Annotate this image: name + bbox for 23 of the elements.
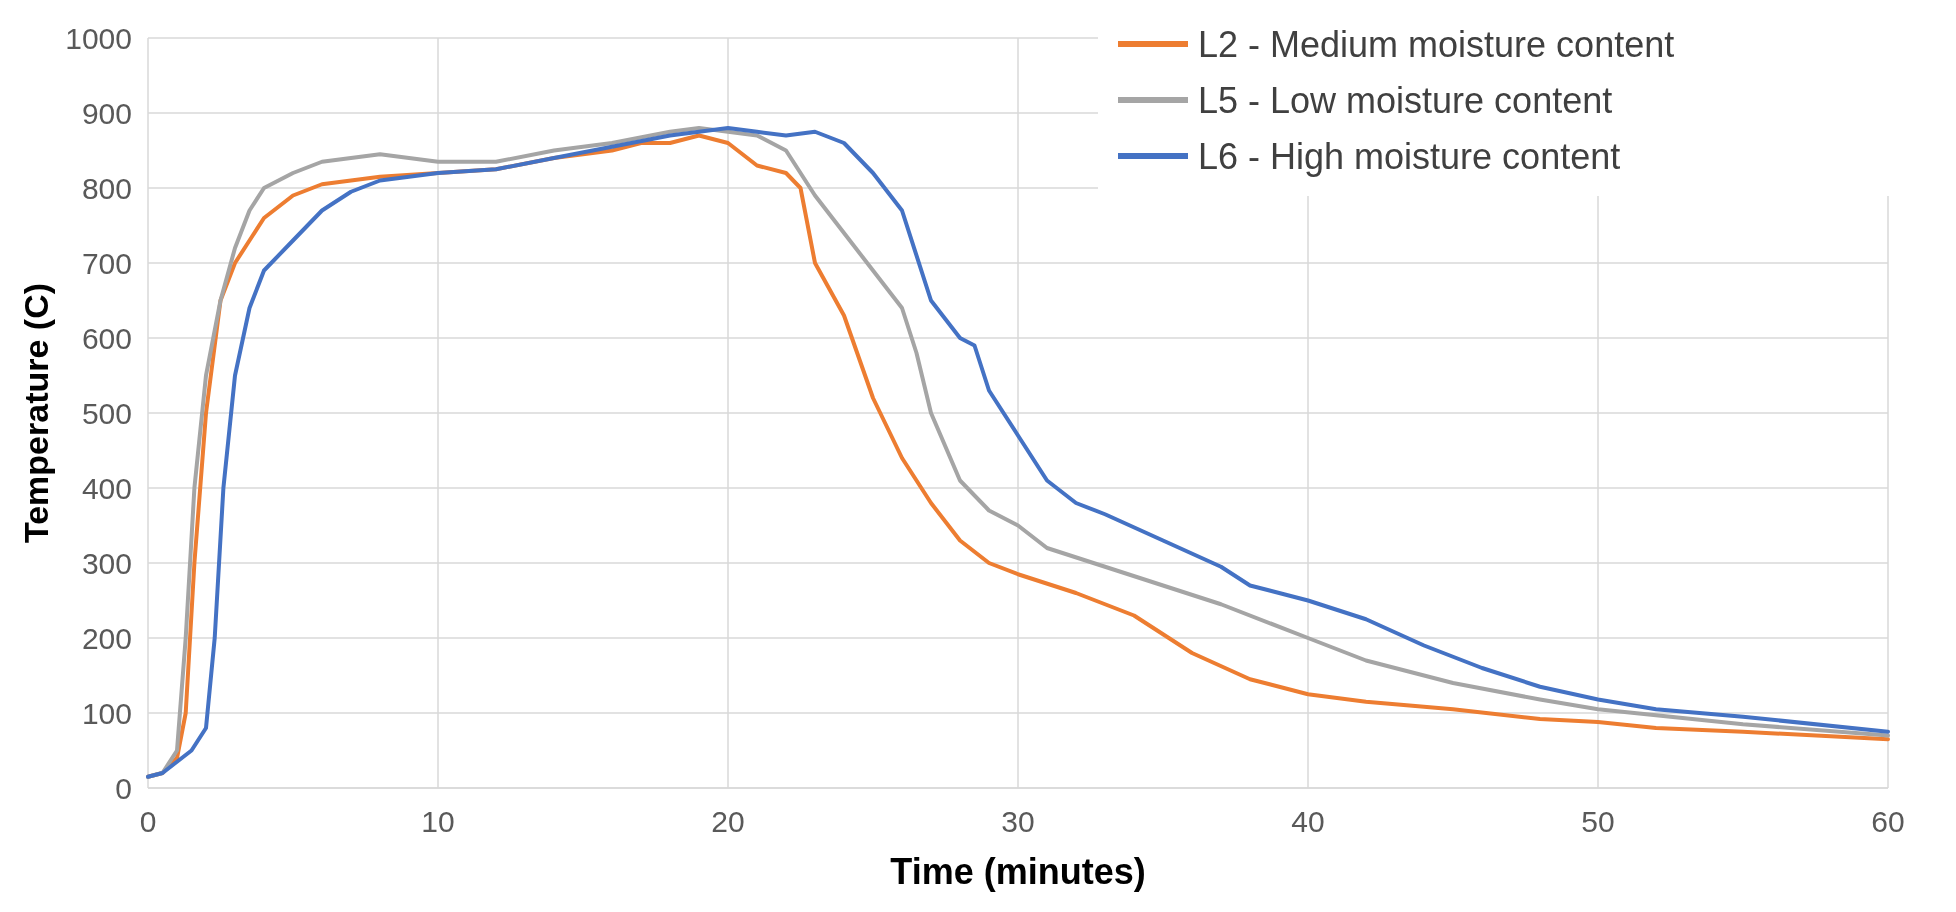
y-tick-label: 300: [81, 546, 132, 580]
legend-label: L6 - High moisture content: [1198, 135, 1621, 177]
x-tick-label: 50: [1581, 805, 1615, 838]
legend-label: L2 - Medium moisture content: [1198, 23, 1675, 65]
y-tick-label: 600: [81, 321, 132, 355]
y-tick-label: 1000: [65, 21, 132, 55]
y-tick-label: 500: [81, 396, 132, 430]
x-tick-label: 0: [139, 805, 157, 838]
y-tick-label: 100: [81, 696, 132, 730]
y-axis-title: Temperature (C): [17, 282, 55, 544]
x-axis-title: Time (minutes): [890, 851, 1146, 892]
x-tick-label: 40: [1291, 805, 1325, 838]
y-tick-label: 0: [115, 771, 132, 805]
y-tick-label: 800: [81, 171, 132, 205]
x-tick-label: 20: [711, 805, 745, 838]
y-tick-label: 200: [81, 621, 132, 655]
x-tick-label: 30: [1001, 805, 1035, 838]
x-tick-label: 10: [421, 805, 455, 838]
y-tick-label: 700: [81, 246, 132, 280]
y-tick-label: 900: [81, 96, 132, 130]
legend-label: L5 - Low moisture content: [1198, 79, 1613, 121]
y-tick-label: 400: [81, 471, 132, 505]
x-tick-label: 60: [1871, 805, 1905, 838]
